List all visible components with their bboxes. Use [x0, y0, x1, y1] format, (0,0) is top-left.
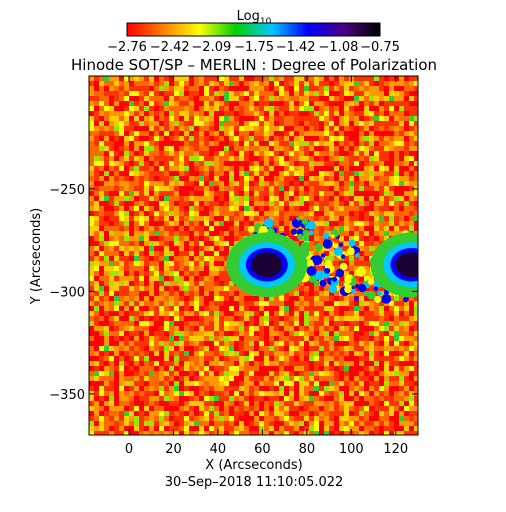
timestamp: 30–Sep–2018 11:10:05.022 — [165, 475, 344, 490]
sunspot-feature — [226, 232, 308, 298]
y-axis-label: Y (Arcseconds) — [29, 208, 44, 305]
y-tick-label: −300 — [49, 285, 85, 300]
colorbar-tick-label: −0.75 — [360, 40, 400, 55]
x-tick-label: 60 — [254, 442, 271, 457]
y-tick-label: −250 — [49, 183, 85, 198]
x-tick-label: 0 — [125, 442, 133, 457]
colorbar-tick-label: −1.75 — [234, 40, 274, 55]
chart-title: Hinode SOT/SP – MERLIN : Degree of Polar… — [71, 56, 437, 74]
x-tick-label: 80 — [299, 442, 316, 457]
colorbar-tick-labels: −2.76 −2.42 −2.09 −1.75 −1.42 −1.08 −0.75 — [107, 40, 400, 55]
colorbar-tick-label: −2.42 — [150, 40, 190, 55]
x-axis: 0 20 40 60 80 100 120 — [125, 76, 408, 457]
x-tick-label: 20 — [165, 442, 182, 457]
x-tick-label: 120 — [383, 442, 408, 457]
sunspot-feature — [370, 232, 418, 298]
x-tick-label: 100 — [339, 442, 364, 457]
x-axis-label: X (Arcseconds) — [205, 458, 302, 473]
plot-frame — [88, 75, 419, 436]
colorbar-tick-label: −1.42 — [276, 40, 316, 55]
colorbar-tick-label: −2.76 — [107, 40, 147, 55]
y-tick-label: −350 — [49, 388, 85, 403]
colorbar — [126, 22, 381, 37]
y-axis: −250 −300 −350 — [49, 183, 418, 403]
colorbar-title: Log10 — [237, 9, 272, 27]
colorbar-tick-label: −1.08 — [319, 40, 359, 55]
polarization-map — [89, 76, 418, 435]
colorbar-tick-label: −2.09 — [191, 40, 231, 55]
x-tick-label: 40 — [210, 442, 227, 457]
